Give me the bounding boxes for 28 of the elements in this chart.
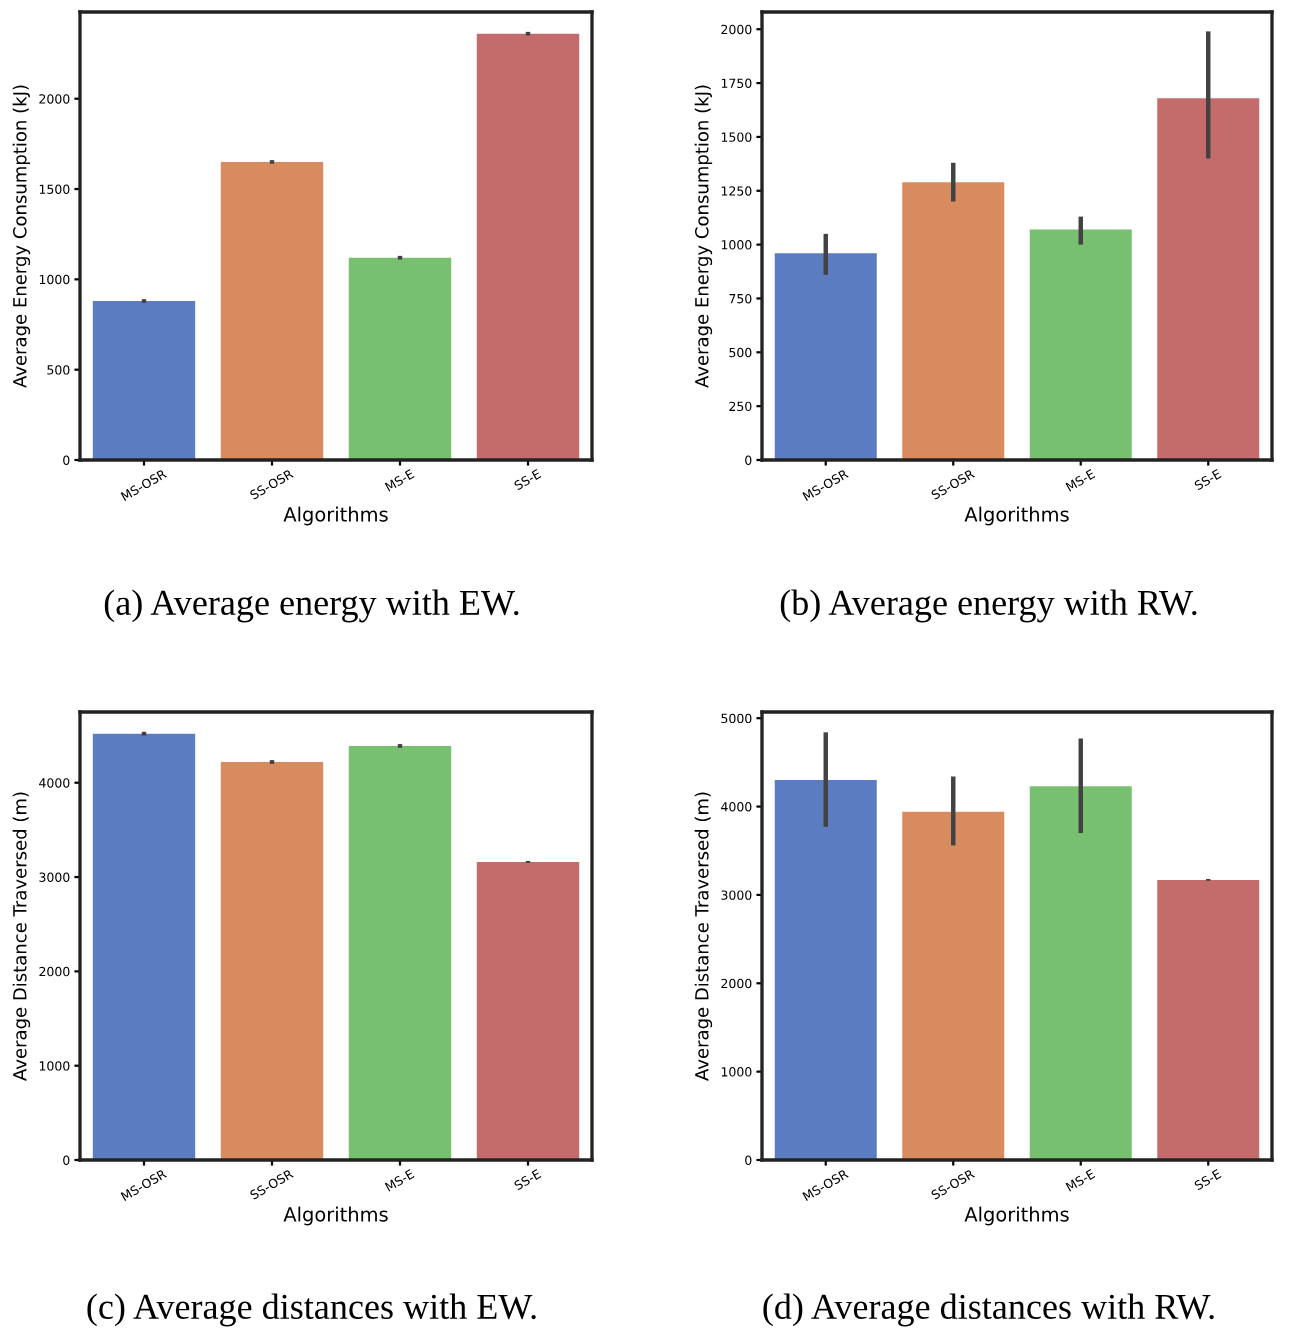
bar [220,161,324,460]
text: (b) Average energy with RW. [780,589,1197,623]
bar [476,861,580,1160]
bar [902,811,1005,1160]
bar [92,301,196,460]
x-axis-title: Algorithms [283,506,388,526]
text: (a) Average energy with EW. [104,589,519,623]
bar [902,182,1005,460]
bar [348,745,452,1160]
x-axis-title: Algorithms [964,1206,1069,1226]
bar [774,780,877,1160]
bar [348,257,452,460]
bar [1029,786,1132,1160]
text: (c) Average distances with EW. [87,1293,536,1327]
bar [92,733,196,1160]
text: (d) Average distances with RW. [763,1293,1214,1327]
x-axis-title: Algorithms [283,1206,388,1226]
y-axis-title: Average Distance Traversed (m) [694,792,713,1081]
y-axis-title: Average Distance Traversed (m) [12,792,31,1081]
bar [1029,229,1132,460]
bar [220,761,324,1160]
bar [774,253,877,460]
bar [1157,879,1260,1160]
x-axis-title: Algorithms [964,506,1069,526]
bar [1157,98,1260,460]
bar [476,33,580,460]
y-axis-title: Average Energy Consumption (kJ) [12,85,31,388]
y-axis-title: Average Energy Consumption (kJ) [694,85,713,388]
